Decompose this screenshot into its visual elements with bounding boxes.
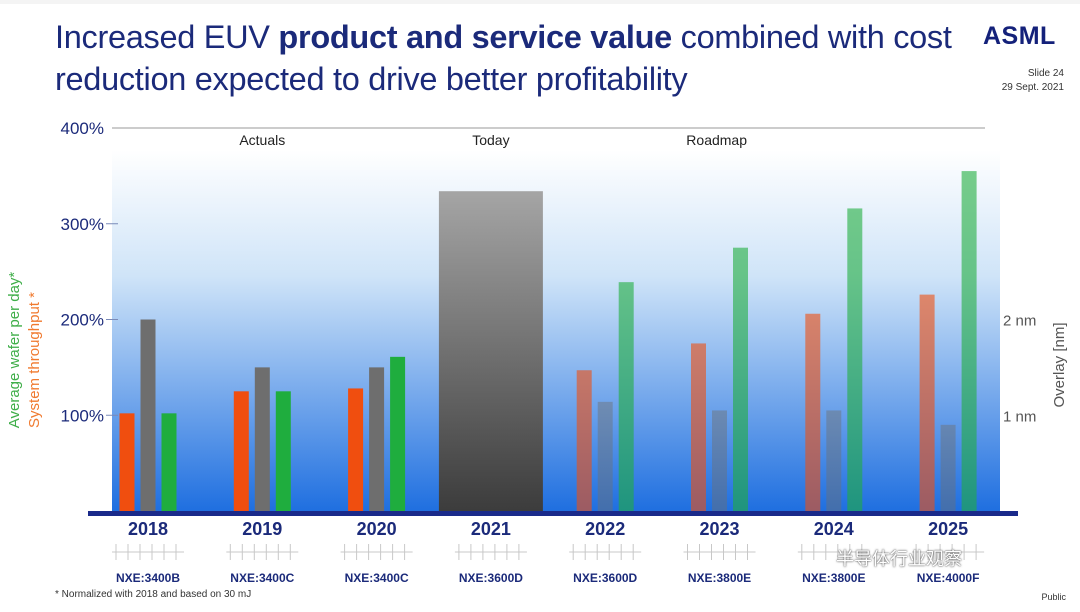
y-tick-label: 200% bbox=[61, 311, 104, 330]
machine-icon bbox=[454, 544, 527, 560]
phase-label: Roadmap bbox=[686, 132, 747, 148]
bar-system-throughput-2019 bbox=[233, 391, 249, 511]
bar-average-wafer-per-day-2022 bbox=[618, 282, 634, 511]
bar-overlay-nm-2018 bbox=[140, 319, 156, 511]
slide-title: Increased EUV product and service value … bbox=[55, 16, 955, 100]
x-category-label: 2022 bbox=[585, 519, 625, 539]
bar-system-throughput-2018 bbox=[119, 413, 135, 511]
bar-system-throughput-2025 bbox=[919, 294, 935, 511]
machine-icon bbox=[226, 544, 299, 560]
bar-average-wafer-per-day-2020 bbox=[390, 356, 406, 511]
x-axis-baseline bbox=[88, 511, 1018, 516]
phase-label: Today bbox=[472, 132, 509, 148]
y-tick-label: 400% bbox=[61, 119, 104, 138]
product-label: NXE:3600D bbox=[459, 571, 523, 585]
product-label: NXE:3800E bbox=[802, 571, 865, 585]
slide-date: 29 Sept. 2021 bbox=[1001, 82, 1064, 93]
phase-label: Actuals bbox=[239, 132, 285, 148]
bar-system-throughput-2024 bbox=[805, 313, 821, 511]
bar-system-throughput-2020 bbox=[348, 388, 364, 511]
x-category-label: 2020 bbox=[357, 519, 397, 539]
x-category-label: 2023 bbox=[699, 519, 739, 539]
x-category-label: 2019 bbox=[242, 519, 282, 539]
y-axis-title-secondary: System throughput * bbox=[26, 292, 43, 428]
title-emphasis: product and service value bbox=[278, 19, 672, 55]
product-label: NXE:3600D bbox=[573, 571, 637, 585]
bar-overlay-nm-2019 bbox=[254, 367, 270, 511]
machine-icon bbox=[797, 544, 870, 560]
bar-system-throughput-2023 bbox=[691, 343, 706, 511]
title-suffix: combined with cost reduction expected to… bbox=[55, 19, 952, 97]
product-label: NXE:3800E bbox=[688, 571, 751, 585]
bar-today-2021 bbox=[438, 191, 543, 511]
footnote: * Normalized with 2018 and based on 30 m… bbox=[55, 589, 252, 600]
slide-number: Slide 24 bbox=[1027, 68, 1064, 79]
y2-tick-label: 1 nm bbox=[1003, 408, 1036, 425]
product-label: NXE:4000F bbox=[917, 571, 980, 585]
bar-average-wafer-per-day-2019 bbox=[275, 391, 291, 511]
machine-icon bbox=[112, 544, 184, 560]
bar-average-wafer-per-day-2025 bbox=[961, 171, 977, 511]
watermark-text: 半导体行业观察 bbox=[836, 549, 962, 569]
x-category-label: 2025 bbox=[928, 519, 968, 539]
machine-icon bbox=[912, 544, 985, 560]
machine-icon bbox=[340, 544, 413, 560]
x-category-label: 2021 bbox=[471, 519, 511, 539]
bar-overlay-nm-2022 bbox=[597, 401, 613, 511]
bar-overlay-nm-2025 bbox=[940, 424, 956, 511]
bar-average-wafer-per-day-2024 bbox=[847, 208, 863, 511]
bar-overlay-nm-2023 bbox=[712, 410, 727, 511]
bar-average-wafer-per-day-2018 bbox=[161, 413, 177, 511]
machine-icon bbox=[683, 544, 756, 560]
asml-logo: ASML bbox=[983, 22, 1056, 50]
y-tick-label: 300% bbox=[61, 215, 104, 234]
bar-overlay-nm-2024 bbox=[826, 410, 842, 511]
product-label: NXE:3400C bbox=[345, 571, 409, 585]
classification-label: Public bbox=[1041, 592, 1066, 602]
bar-overlay-nm-2020 bbox=[369, 367, 385, 511]
y2-axis-title: Overlay [nm] bbox=[1051, 322, 1068, 407]
y-tick-label: 100% bbox=[61, 406, 104, 425]
y-axis-title-primary: Average wafer per day* bbox=[6, 272, 23, 429]
product-label: NXE:3400C bbox=[230, 571, 294, 585]
y2-tick-label: 2 nm bbox=[1003, 313, 1036, 330]
bar-average-wafer-per-day-2023 bbox=[733, 247, 748, 511]
x-category-label: 2018 bbox=[128, 519, 168, 539]
top-strip bbox=[0, 0, 1080, 4]
bar-system-throughput-2022 bbox=[576, 370, 592, 511]
title-prefix: Increased EUV bbox=[55, 19, 279, 55]
machine-icon bbox=[569, 544, 642, 560]
product-label: NXE:3400B bbox=[116, 571, 180, 585]
x-category-label: 2024 bbox=[814, 519, 854, 539]
